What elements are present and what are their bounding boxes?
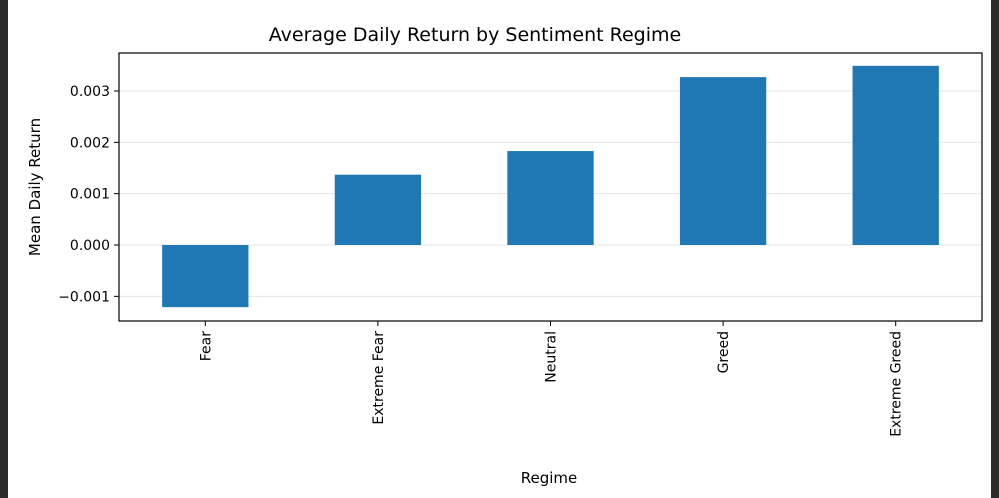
bars [162,65,939,308]
x-tick-label: Neutral [544,331,560,383]
y-tick-label: 0.001 [70,187,110,203]
x-tick-label: Fear [198,331,214,361]
y-tick-label: −0.001 [58,289,110,305]
x-tick-label: Extreme Greed [889,331,905,437]
x-tick-label: Greed [716,331,732,373]
bar-greed [679,77,767,246]
y-tick-label: 0.002 [70,135,110,151]
figure: Average Daily Return by Sentiment Regime… [8,0,991,498]
x-tick-label: Extreme Fear [371,331,387,425]
bar-fear [162,245,249,308]
x-axis-label: Regime [521,469,578,487]
chart-title: Average Daily Return by Sentiment Regime [269,24,681,46]
y-axis-label: Mean Daily Return [26,118,44,256]
bar-extreme-fear [334,174,422,246]
y-ticks: −0.001 0.000 0.001 0.002 0.003 [58,84,119,305]
bar-extreme-greed [852,65,939,246]
bar-neutral [507,151,594,246]
bar-chart: Average Daily Return by Sentiment Regime… [26,24,983,487]
y-tick-label: 0.003 [70,84,110,100]
y-tick-label: 0.000 [70,238,110,254]
x-ticks: Fear Extreme Fear Neutral Greed Extreme Gree… [198,321,905,437]
